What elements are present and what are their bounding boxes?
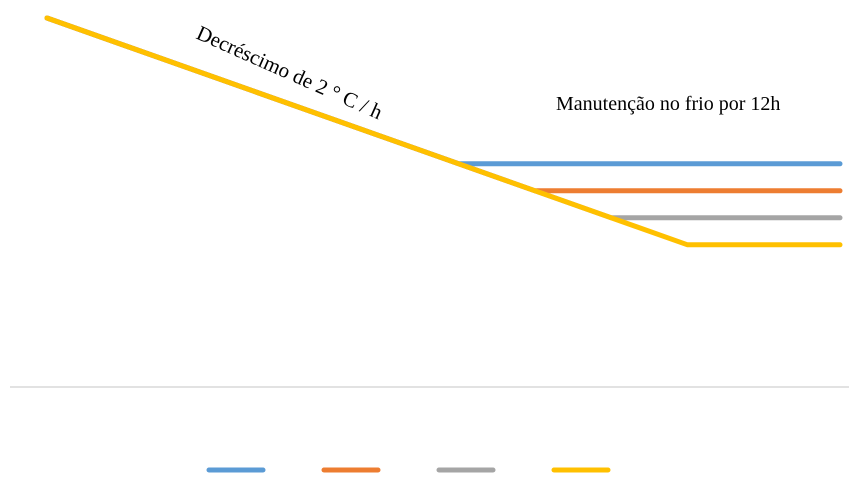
series-layer — [44, 15, 843, 248]
series-line-1 — [44, 15, 843, 167]
slope-annotation: Decréscimo de 2 ° C / h — [193, 21, 387, 125]
series-line-3 — [44, 15, 843, 221]
hold-annotation: Manutenção no frio por 12h — [556, 93, 780, 115]
series-line-4 — [44, 15, 843, 248]
